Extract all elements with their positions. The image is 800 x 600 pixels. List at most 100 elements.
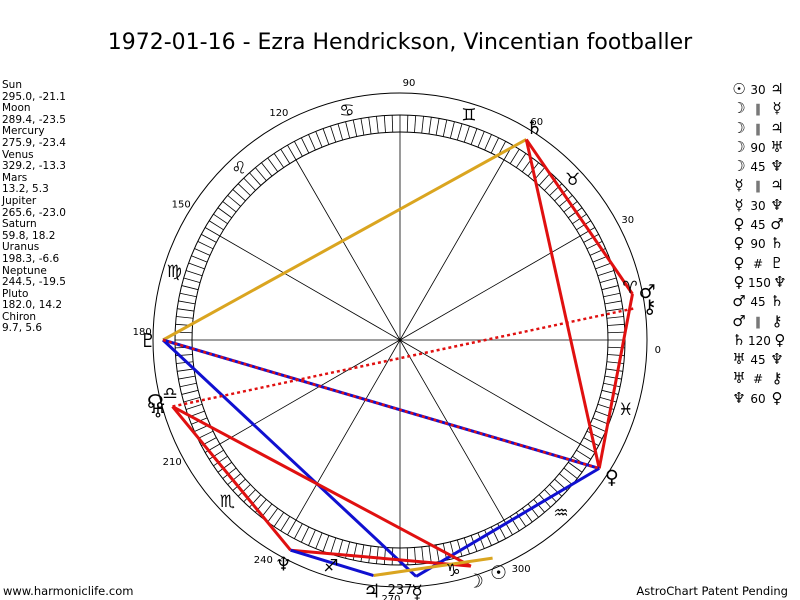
degree-tick	[232, 478, 246, 491]
degree-tick	[352, 543, 358, 561]
degree-tick	[368, 545, 372, 563]
aspect-type: #	[752, 256, 764, 271]
degree-tick	[376, 546, 379, 564]
aspect-planet-glyph: ♃	[770, 80, 784, 98]
zodiac-sign-icon: ♏	[220, 492, 235, 512]
degree-tick	[477, 532, 485, 549]
degree-tick	[213, 213, 228, 225]
aspect-planet-glyph: ♀	[774, 330, 786, 349]
degree-tick	[470, 128, 478, 145]
aspect-row: ☿ 30 ♆	[730, 196, 789, 215]
sign-spoke	[399, 339, 581, 445]
degree-label: 150	[172, 199, 191, 210]
aspect-line	[171, 405, 292, 552]
aspect-row: ♄ 120 ♀	[730, 331, 789, 350]
aspect-line	[290, 548, 375, 577]
degree-tick	[176, 316, 194, 319]
aspect-planet-glyph: ♆	[770, 350, 784, 369]
aspect-planet-glyph: ♂	[732, 292, 746, 311]
zodiac-sign-icon: ♒	[553, 504, 568, 524]
degree-tick	[352, 119, 358, 137]
degree-tick	[177, 308, 195, 312]
degree-tick	[280, 516, 291, 532]
aspect-line	[172, 307, 636, 408]
degree-label: 270	[381, 594, 400, 600]
degree-tick	[586, 430, 603, 439]
footer-website[interactable]: www.harmoniclife.com	[3, 584, 134, 598]
planet-name: Venus	[2, 148, 34, 161]
planet-name: Sun	[2, 79, 22, 91]
degree-label: 240	[254, 555, 273, 566]
degree-tick	[273, 512, 285, 527]
aspect-type: 90	[750, 140, 766, 155]
degree-tick	[178, 300, 196, 305]
sign-spoke	[399, 235, 581, 341]
aspect-row: ♅ # ⚷	[730, 369, 789, 388]
degree-tick	[484, 529, 492, 546]
degree-tick	[237, 183, 251, 196]
aspect-row: ☽ 90 ♅	[730, 138, 789, 157]
degree-tick	[185, 403, 203, 410]
sign-spoke	[219, 339, 401, 445]
planet-glyph-icon: ♆	[275, 554, 292, 576]
aspect-line	[415, 467, 600, 578]
degree-label: 0	[655, 345, 661, 356]
aspect-type: ∥	[755, 314, 761, 329]
planet-coords: 295.0, -21.1	[2, 90, 66, 103]
aspect-planet-glyph: ♂	[770, 215, 784, 234]
degree-tick	[301, 137, 310, 154]
degree-labels: 0 30 60 90 120 150 180 210 240 270 300	[133, 78, 661, 600]
degree-tick	[605, 368, 623, 372]
aspect-row: ♀ 90 ♄	[730, 234, 789, 253]
degree-tick	[563, 467, 578, 479]
degree-tick	[521, 508, 533, 523]
aspect-planet-glyph: ⚷	[771, 311, 783, 330]
aspect-line	[290, 548, 472, 568]
degree-tick	[194, 248, 211, 256]
aspect-row: ☽ 45 ♆	[730, 157, 789, 176]
degree-tick	[181, 389, 199, 395]
aspect-planet-glyph: ☉	[732, 80, 746, 98]
planet-coords: 182.0, 14.2	[2, 299, 63, 312]
degree-tick	[237, 484, 251, 497]
outer-circle	[152, 92, 648, 588]
aspect-line	[171, 405, 472, 568]
aspect-planet-glyph: ♄	[770, 292, 784, 311]
planet-coords: 198.3, -6.6	[2, 252, 60, 265]
degree-tick	[391, 115, 394, 133]
degree-label: 90	[403, 78, 416, 89]
degree-tick	[185, 270, 203, 277]
sign-spokes	[192, 132, 608, 548]
planet-coords: 9.7, 5.6	[2, 322, 43, 335]
planet-name: Saturn	[2, 218, 37, 231]
aspect-type: ∥	[755, 102, 761, 117]
degree-tick	[589, 424, 606, 432]
degree-tick	[273, 153, 285, 168]
degree-tick	[595, 262, 612, 270]
degree-tick	[559, 473, 573, 485]
degree-tick	[456, 539, 463, 557]
planet-name: Moon	[2, 102, 31, 115]
degree-tick	[559, 195, 573, 207]
degree-tick	[308, 529, 316, 546]
planet-name: Neptune	[2, 264, 47, 277]
planet-position-list: Sun 295.0, -21.1 Moon 289.4, -23.5 Mercury 27…	[2, 79, 66, 335]
degree-tick	[515, 153, 527, 168]
degree-tick	[599, 396, 617, 403]
planet-name: Jupiter	[2, 194, 37, 207]
aspect-planet-glyph: ☽	[732, 99, 746, 118]
degree-tick	[538, 172, 551, 186]
degree-tick	[576, 449, 592, 460]
degree-label: 180	[133, 327, 152, 338]
degree-tick	[583, 234, 599, 243]
degree-tick	[176, 361, 194, 364]
degree-tick	[267, 508, 279, 523]
aspect-planet-glyph: ♂	[732, 311, 746, 330]
degree-tick	[217, 207, 232, 219]
aspect-type: ∥	[755, 179, 761, 194]
planet-name: Mercury	[2, 125, 45, 138]
planet-coords: 59.8, 18.2	[2, 229, 56, 242]
aspect-planet-glyph: ♆	[770, 157, 784, 176]
aspect-planet-glyph: ♆	[773, 272, 787, 291]
chart-title: 1972-01-16 - Ezra Hendrickson, Vincentia…	[107, 30, 693, 55]
